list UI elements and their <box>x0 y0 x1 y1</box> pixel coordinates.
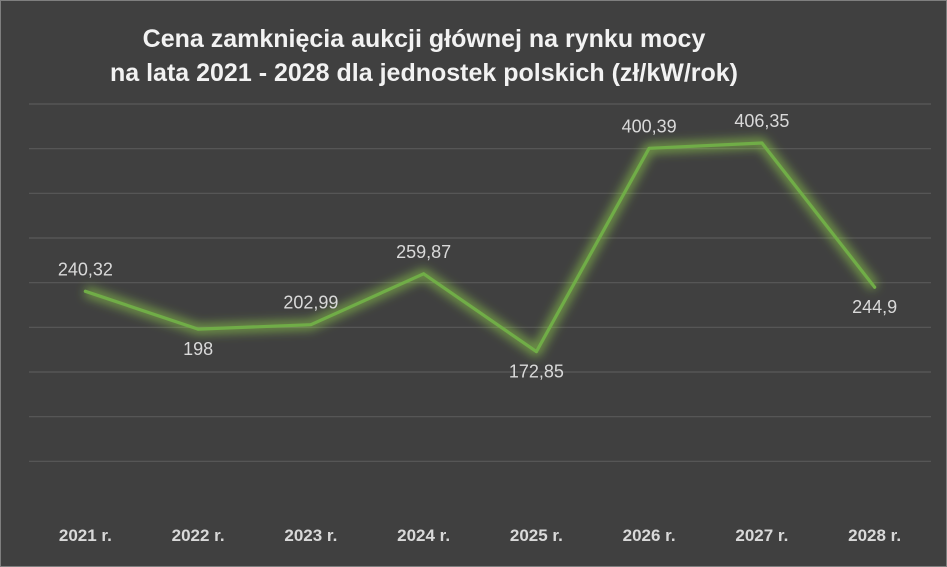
chart-title-line-2: na lata 2021 - 2028 dla jednostek polski… <box>110 59 738 87</box>
series-line-glow <box>83 138 879 357</box>
data-label: 406,35 <box>734 111 789 131</box>
data-label: 240,32 <box>58 259 113 279</box>
x-tick-label: 2024 r. <box>397 526 450 545</box>
data-point <box>422 272 426 276</box>
data-label: 400,39 <box>622 116 677 136</box>
x-tick-label: 2026 r. <box>623 526 676 545</box>
data-labels: 240,32 198 202,99 259,87 172,85 400,39 406,35 2… <box>58 111 897 382</box>
x-tick-label: 2023 r. <box>284 526 337 545</box>
x-tick-label: 2021 r. <box>59 526 112 545</box>
data-point <box>760 141 764 145</box>
data-point <box>647 146 651 150</box>
x-tick-label: 2025 r. <box>510 526 563 545</box>
data-point <box>534 350 538 354</box>
data-point <box>83 289 87 293</box>
data-label: 198 <box>183 339 213 359</box>
x-tick-label: 2022 r. <box>172 526 225 545</box>
data-point <box>873 285 877 289</box>
series-line-group <box>83 138 879 357</box>
data-point <box>309 323 313 327</box>
data-label: 259,87 <box>396 242 451 262</box>
x-tick-label: 2028 r. <box>848 526 901 545</box>
chart-title-line-1: Cena zamknięcia aukcji głównej na rynku … <box>143 25 706 53</box>
data-label: 202,99 <box>283 293 338 313</box>
data-label: 244,9 <box>852 297 897 317</box>
gridlines <box>29 103 931 462</box>
series-line <box>83 141 877 354</box>
x-axis-tick-labels: 2021 r. 2022 r. 2023 r. 2024 r. 2025 r. 2026 … <box>59 526 901 545</box>
x-tick-label: 2027 r. <box>735 526 788 545</box>
data-label: 172,85 <box>509 362 564 382</box>
data-point <box>196 327 200 331</box>
